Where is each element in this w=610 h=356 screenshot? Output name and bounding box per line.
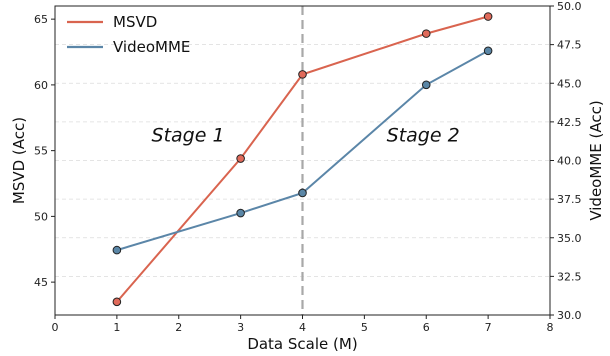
right-y-tick-label-1: 32.5	[557, 270, 582, 283]
series-layer	[112, 12, 493, 307]
right-y-tick-label-0: 30.0	[557, 309, 582, 322]
left-y-tick-label-4: 65	[34, 13, 48, 26]
right-y-tick-label-8: 50.0	[557, 0, 582, 13]
right-y-tick-label-5: 42.5	[557, 116, 582, 129]
point-msvd-3	[421, 29, 431, 38]
right-y-tick-label-2: 35.0	[557, 232, 582, 245]
left-y-tick-label-2: 55	[34, 145, 48, 158]
legend-label-msvd: MSVD	[113, 13, 157, 31]
x-tick-label-2: 2	[175, 321, 182, 334]
legend: MSVD VideoMME	[67, 13, 190, 56]
x-tick-label-3: 3	[237, 321, 244, 334]
x-tick-label-5: 5	[361, 321, 368, 334]
point-msvd-1	[236, 154, 245, 163]
x-tick-label-7: 7	[485, 321, 492, 334]
left-y-tick-label-3: 60	[34, 79, 48, 92]
x-tick-label-0: 0	[52, 321, 59, 334]
point-msvd-2	[298, 70, 307, 79]
x-tick-label-1: 1	[113, 321, 120, 334]
left-y-tick-label-0: 45	[34, 276, 48, 289]
x-tick-label-6: 6	[423, 321, 430, 334]
left-y-tick-label-1: 50	[34, 210, 48, 223]
ticks-layer: 0 1 2 3 4 5 6 7 8455055606530.032.535.037.540.04…	[34, 0, 582, 334]
right-y-tick-label-6: 45.0	[557, 77, 582, 90]
x-tick-label-4: 4	[299, 321, 306, 334]
x-axis-title: Data Scale (M)	[247, 335, 357, 353]
point-videomme-1	[236, 208, 245, 218]
right-y-axis-title: VideoMME (Acc)	[587, 100, 605, 220]
legend-label-videomme: VideoMME	[113, 38, 190, 56]
point-videomme-2	[298, 188, 307, 198]
left-y-axis-title: MSVD (Acc)	[10, 117, 28, 204]
right-y-tick-label-4: 40.0	[557, 155, 582, 168]
point-videomme-4	[483, 46, 493, 56]
right-y-tick-label-3: 37.5	[557, 193, 582, 206]
point-msvd-0	[112, 297, 122, 307]
stage-1-annotation: Stage 1	[152, 124, 225, 146]
point-msvd-4	[483, 12, 493, 21]
right-y-tick-label-7: 47.5	[557, 39, 582, 52]
stage-2-annotation: Stage 2	[387, 124, 460, 146]
point-videomme-0	[112, 245, 122, 255]
x-tick-label-8: 8	[547, 321, 554, 334]
point-videomme-3	[421, 80, 431, 90]
